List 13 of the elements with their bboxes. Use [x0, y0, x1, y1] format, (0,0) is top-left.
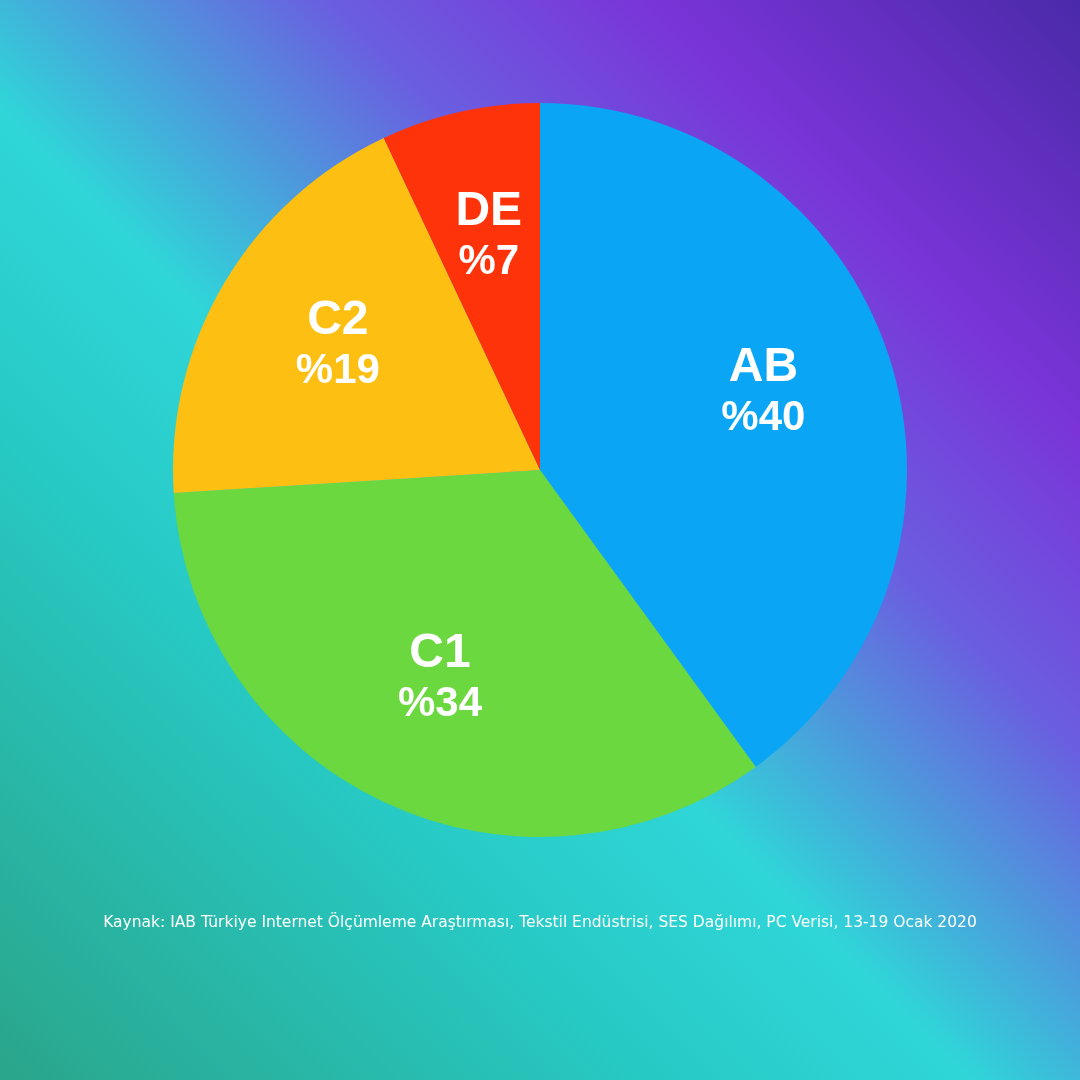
slice-label: DE [455, 181, 523, 235]
pie-slice [173, 470, 756, 837]
text: Kaynak: IAB Türkiye Internet Ölçümleme Araştırması, Tekstil Endüstrisi, SES Dağılımı, PC Verisi, 13-19 Ocak 2020 [103, 912, 977, 931]
slice-label: C2 [307, 291, 369, 345]
pie-slice [383, 103, 540, 470]
slice-label: C1 [409, 623, 471, 677]
pie-slice [540, 103, 907, 767]
pie-slice [173, 137, 540, 494]
data-label: %40 [721, 392, 806, 440]
slice-label: AB [728, 338, 799, 392]
data-label: %19 [295, 345, 380, 393]
data-label: %34 [397, 677, 483, 725]
data-label: %7 [458, 235, 520, 283]
